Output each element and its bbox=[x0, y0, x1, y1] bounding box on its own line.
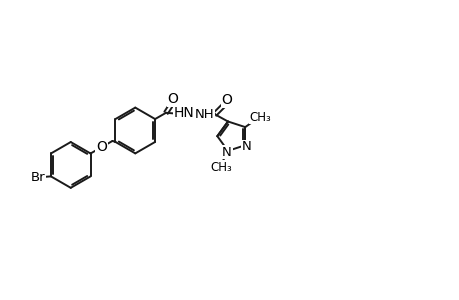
Text: O: O bbox=[167, 92, 178, 106]
Text: CH₃: CH₃ bbox=[249, 111, 271, 124]
Text: N: N bbox=[241, 140, 251, 153]
Text: O: O bbox=[96, 140, 107, 154]
Text: HN: HN bbox=[174, 106, 195, 120]
Text: CH₃: CH₃ bbox=[210, 161, 232, 174]
Text: NH: NH bbox=[194, 108, 214, 121]
Text: N: N bbox=[222, 146, 231, 159]
Text: O: O bbox=[221, 93, 232, 107]
Text: Br: Br bbox=[31, 171, 45, 184]
